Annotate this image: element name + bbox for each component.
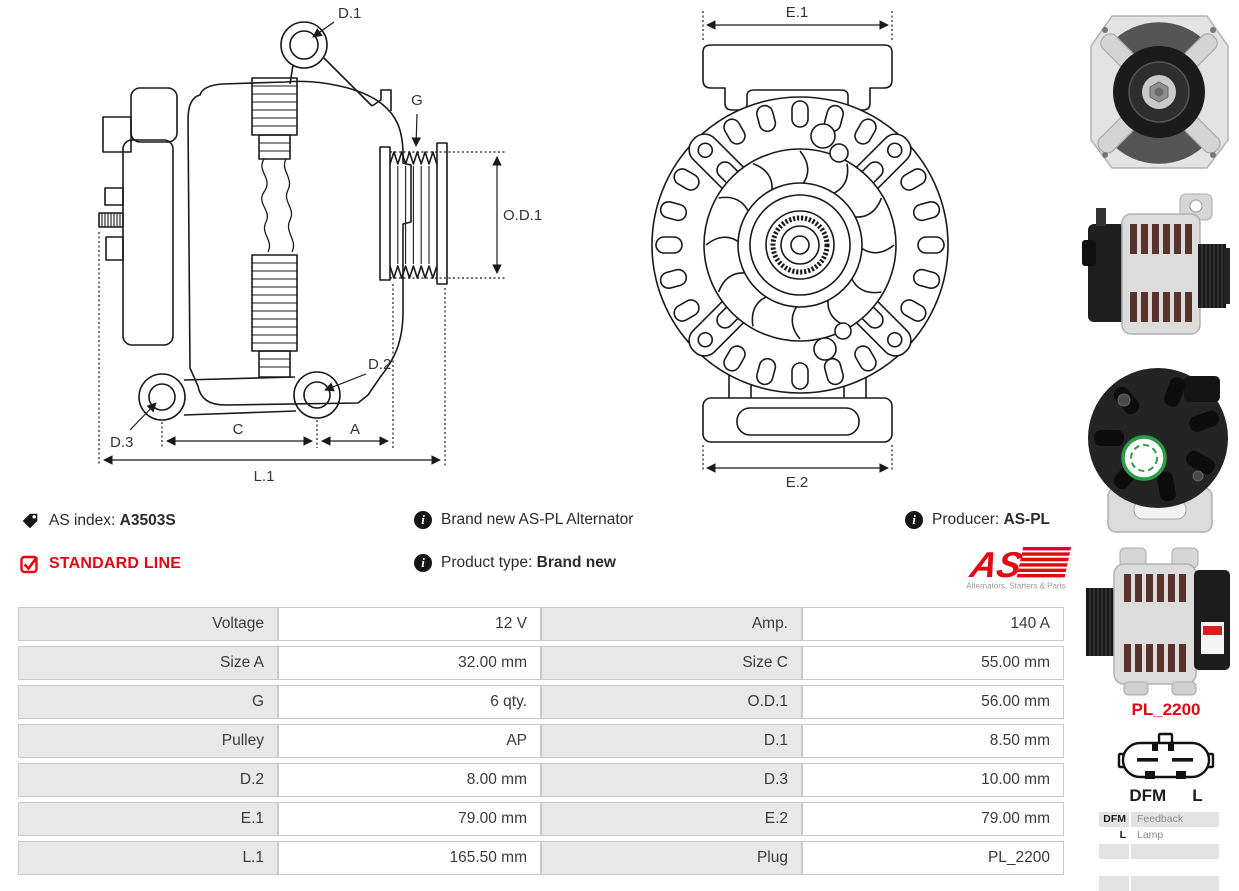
spec-value-d3: 10.00 mm bbox=[802, 763, 1064, 797]
spec-label-d3: D.3 bbox=[541, 763, 802, 797]
spec-value-pulley: AP bbox=[278, 724, 541, 758]
spec-value-g: 6 qty. bbox=[278, 685, 541, 719]
spec-value-d2: 8.00 mm bbox=[278, 763, 541, 797]
spec-value-d1: 8.50 mm bbox=[802, 724, 1064, 758]
producer-value: AS-PL bbox=[1003, 511, 1051, 528]
table-row: Pulley AP D.1 8.50 mm bbox=[18, 724, 1064, 758]
info-icon: i bbox=[414, 511, 432, 529]
spec-label-e1: E.1 bbox=[18, 802, 278, 836]
logo-text: AS bbox=[966, 544, 1026, 585]
plug-legend-table: DFM Feedback L Lamp bbox=[1099, 812, 1219, 891]
dim-label-d3: D.3 bbox=[110, 434, 133, 451]
standard-line: STANDARD LINE bbox=[20, 554, 181, 574]
spec-value-plug: PL_2200 bbox=[802, 841, 1064, 875]
side-view-diagram: D.1 G O.D.1 D.2 D.3 C A L.1 bbox=[98, 5, 542, 485]
spec-label-l1: L.1 bbox=[18, 841, 278, 875]
as-index-value: A3503S bbox=[119, 512, 176, 529]
plug-name: PL_2200 bbox=[1131, 700, 1201, 719]
plug-pin-l: L bbox=[1192, 786, 1203, 805]
producer-info: i Producer: AS-PL bbox=[905, 511, 1050, 529]
dim-label-l1: L.1 bbox=[254, 468, 275, 485]
legend-pin-empty bbox=[1099, 860, 1129, 875]
info-icon: i bbox=[414, 554, 432, 572]
spec-value-size-a: 32.00 mm bbox=[278, 646, 541, 680]
spec-value-voltage: 12 V bbox=[278, 607, 541, 641]
table-row: Voltage 12 V Amp. 140 A bbox=[18, 607, 1064, 641]
legend-pin-empty bbox=[1099, 844, 1129, 859]
spec-label-od1: O.D.1 bbox=[541, 685, 802, 719]
spec-label-e2: E.2 bbox=[541, 802, 802, 836]
legend-pin: DFM bbox=[1099, 812, 1129, 827]
as-index-label: AS index: bbox=[49, 512, 116, 529]
legend-pin: L bbox=[1099, 828, 1129, 843]
as-index: AS index: A3503S bbox=[20, 511, 176, 531]
product-photo-front[interactable] bbox=[1080, 0, 1239, 185]
product-photo-side-right[interactable] bbox=[1080, 188, 1239, 350]
plug-connector-diagram bbox=[1117, 732, 1215, 779]
spec-label-amp: Amp. bbox=[541, 607, 802, 641]
spec-label-voltage: Voltage bbox=[18, 607, 278, 641]
plug-pin-labels: DFM L bbox=[1080, 786, 1239, 806]
table-row: L.1 165.50 mm Plug PL_2200 bbox=[18, 841, 1064, 875]
spec-label-size-a: Size A bbox=[18, 646, 278, 680]
dim-label-g: G bbox=[411, 92, 423, 109]
dim-label-e2: E.2 bbox=[786, 474, 809, 491]
checkbox-checked-icon bbox=[20, 555, 39, 574]
dim-label-e1: E.1 bbox=[786, 4, 809, 21]
spec-value-e1: 79.00 mm bbox=[278, 802, 541, 836]
dim-label-d2: D.2 bbox=[368, 356, 391, 373]
side-dimension-lines bbox=[98, 21, 505, 466]
alternator-front-outline bbox=[651, 44, 949, 443]
spec-value-amp: 140 A bbox=[802, 607, 1064, 641]
product-photo-side-left[interactable] bbox=[1080, 542, 1239, 700]
table-row: E.1 79.00 mm E.2 79.00 mm bbox=[18, 802, 1064, 836]
legend-pin-empty bbox=[1099, 876, 1129, 891]
plug-pin-dfm: DFM bbox=[1129, 786, 1167, 805]
table-row: G 6 qty. O.D.1 56.00 mm bbox=[18, 685, 1064, 719]
brand-new-text: Brand new AS-PL Alternator bbox=[441, 511, 634, 528]
legend-desc: Feedback bbox=[1131, 812, 1219, 827]
product-type-info: i Product type: Brand new bbox=[414, 554, 616, 572]
spec-label-plug: Plug bbox=[541, 841, 802, 875]
product-type-label: Product type: bbox=[441, 554, 533, 571]
spec-label-g: G bbox=[18, 685, 278, 719]
dim-label-c: C bbox=[233, 421, 244, 438]
spec-value-od1: 56.00 mm bbox=[802, 685, 1064, 719]
alternator-side-outline bbox=[98, 21, 448, 421]
tag-icon bbox=[22, 513, 38, 529]
legend-desc-empty bbox=[1131, 876, 1219, 891]
spec-value-l1: 165.50 mm bbox=[278, 841, 541, 875]
front-view-diagram: E.1 E.2 bbox=[651, 4, 949, 491]
spec-label-size-c: Size C bbox=[541, 646, 802, 680]
brand-new-info: i Brand new AS-PL Alternator bbox=[414, 511, 633, 529]
fan-and-shaft bbox=[703, 148, 897, 342]
legend-desc-empty bbox=[1131, 844, 1219, 859]
front-dimension-lines bbox=[702, 11, 893, 473]
spec-table: Voltage 12 V Amp. 140 A Size A 32.00 mm … bbox=[18, 607, 1064, 880]
product-photo-rear[interactable] bbox=[1080, 352, 1239, 540]
spec-value-e2: 79.00 mm bbox=[802, 802, 1064, 836]
standard-line-label: STANDARD LINE bbox=[49, 555, 182, 572]
logo-tagline: Alternators, Starters & Parts bbox=[966, 582, 1066, 591]
legend-desc: Lamp bbox=[1131, 828, 1219, 843]
table-row: D.2 8.00 mm D.3 10.00 mm bbox=[18, 763, 1064, 797]
table-row: Size A 32.00 mm Size C 55.00 mm bbox=[18, 646, 1064, 680]
spec-label-d1: D.1 bbox=[541, 724, 802, 758]
product-type-value: Brand new bbox=[536, 554, 616, 571]
spec-label-pulley: Pulley bbox=[18, 724, 278, 758]
spec-label-d2: D.2 bbox=[18, 763, 278, 797]
info-icon: i bbox=[905, 511, 923, 529]
dim-label-od1: O.D.1 bbox=[503, 207, 542, 224]
producer-label: Producer: bbox=[932, 511, 1000, 528]
pulley-drawing bbox=[379, 142, 448, 285]
dim-label-a: A bbox=[350, 421, 360, 438]
dim-label-d1: D.1 bbox=[338, 5, 361, 22]
as-pl-logo: AS Alternators, Starters & Parts bbox=[966, 544, 1072, 591]
spec-value-size-c: 55.00 mm bbox=[802, 646, 1064, 680]
legend-desc-empty bbox=[1131, 860, 1219, 875]
